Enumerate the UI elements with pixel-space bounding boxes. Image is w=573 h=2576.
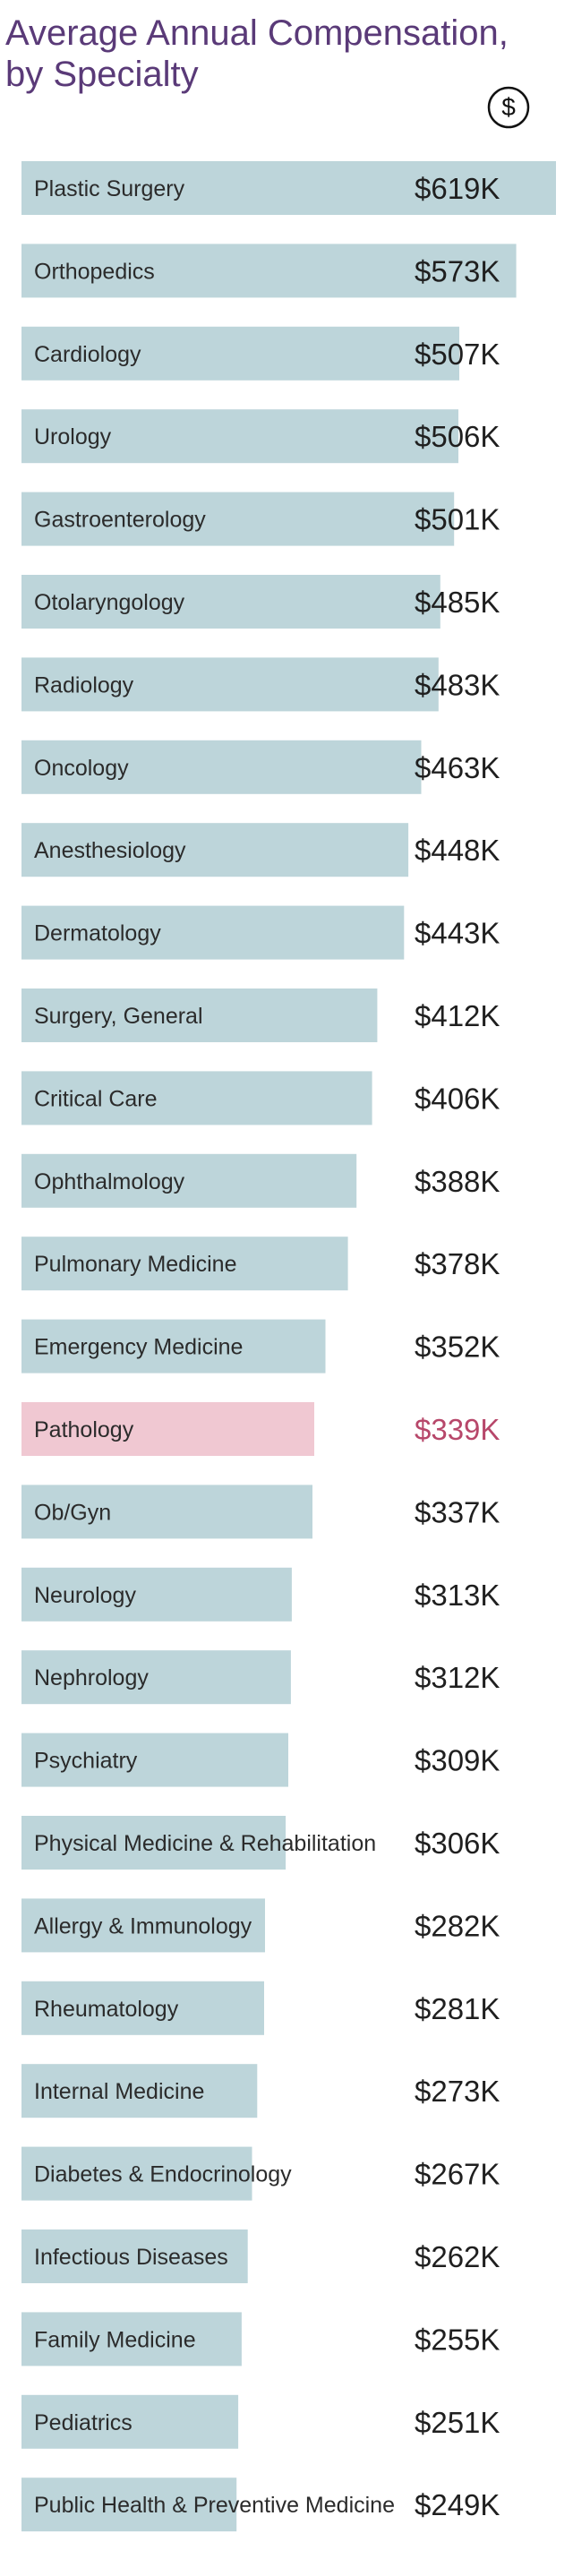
category-label: Physical Medicine & Rehabilitation [34,1831,376,1856]
bar-4 [21,492,455,546]
bar-8 [21,823,409,877]
category-label: Emergency Medicine [34,1335,243,1360]
bar-28 [21,2478,237,2532]
value-label: $501K [415,503,500,536]
category-label: Neurology [34,1583,136,1608]
category-label: Pathology [34,1417,134,1442]
value-label: $507K [415,338,500,371]
bar-17 [21,1567,292,1622]
value-label: $352K [415,1331,500,1364]
category-label: Infectious Diseases [34,2245,228,2270]
value-label: $406K [415,1082,500,1115]
value-label: $262K [415,2240,500,2273]
category-label: Allergy & Immunology [34,1913,252,1938]
value-label: $249K [415,2488,500,2521]
value-label: $619K [415,172,500,205]
category-label: Surgery, General [34,1004,203,1029]
bar-3 [21,409,458,464]
bar-13 [21,1237,348,1291]
category-label: Radiology [34,672,134,697]
bar-21 [21,1898,265,1953]
bar-2 [21,326,459,381]
category-label: Pediatrics [34,2410,133,2435]
bar-11 [21,1071,372,1125]
bar-6 [21,657,439,712]
category-label: Internal Medicine [34,2079,204,2104]
value-label: $412K [415,999,500,1032]
category-label: Rheumatology [34,1997,179,2022]
category-label: Anesthesiology [34,838,186,863]
value-label: $273K [415,2075,500,2108]
bar-22 [21,1981,264,2035]
bar-15 [21,1402,314,1456]
category-label: Ob/Gyn [34,1500,111,1525]
value-label: $313K [415,1579,500,1612]
chart-title: Average Annual Compensation, by Specialt… [5,13,509,94]
category-label: Critical Care [34,1086,158,1111]
bar-16 [21,1485,312,1539]
value-label: $506K [415,420,500,453]
bar-9 [21,905,405,960]
value-label: $312K [415,1661,500,1694]
dollar-icon: $ [487,86,530,129]
bar-0 [21,161,556,215]
category-label: Ophthalmology [34,1169,185,1194]
value-label: $337K [415,1495,500,1528]
value-label: $306K [415,1827,500,1860]
bar-20 [21,1816,286,1870]
value-label: $267K [415,2158,500,2191]
value-label: $339K [415,1413,500,1446]
category-label: Nephrology [34,1665,149,1690]
bar-23 [21,2064,258,2118]
value-label: $463K [415,751,500,784]
bar-10 [21,988,378,1042]
category-label: Otolaryngology [34,590,185,615]
svg-text:$: $ [501,93,516,121]
value-label: $485K [415,586,500,619]
category-label: Oncology [34,756,129,781]
bar-14 [21,1319,326,1374]
category-label: Urology [34,424,112,449]
category-label: Plastic Surgery [34,176,185,201]
bar-12 [21,1153,357,1208]
value-label: $448K [415,834,500,867]
category-label: Dermatology [34,921,161,946]
category-label: Diabetes & Endocrinology [34,2162,292,2187]
bar-27 [21,2394,239,2449]
category-label: Public Health & Preventive Medicine [34,2493,395,2518]
value-label: $309K [415,1744,500,1777]
value-label: $251K [415,2406,500,2439]
value-label: $378K [415,1247,500,1280]
value-label: $281K [415,1992,500,2025]
bar-19 [21,1733,288,1787]
bar-24 [21,2146,252,2201]
category-label: Pulmonary Medicine [34,1252,237,1277]
bar-5 [21,575,440,629]
bar-1 [21,244,517,298]
bar-25 [21,2229,248,2283]
value-label: $483K [415,668,500,701]
bar-7 [21,740,422,794]
category-label: Cardiology [34,342,141,367]
value-label: $282K [415,1909,500,1942]
category-label: Psychiatry [34,1749,138,1774]
value-label: $573K [415,254,500,287]
value-label: $255K [415,2323,500,2356]
category-label: Gastroenterology [34,508,206,533]
value-label: $388K [415,1165,500,1198]
bar-26 [21,2312,242,2366]
category-label: Family Medicine [34,2327,196,2352]
value-label: $443K [415,917,500,950]
category-label: Orthopedics [34,259,155,284]
bar-18 [21,1650,291,1705]
